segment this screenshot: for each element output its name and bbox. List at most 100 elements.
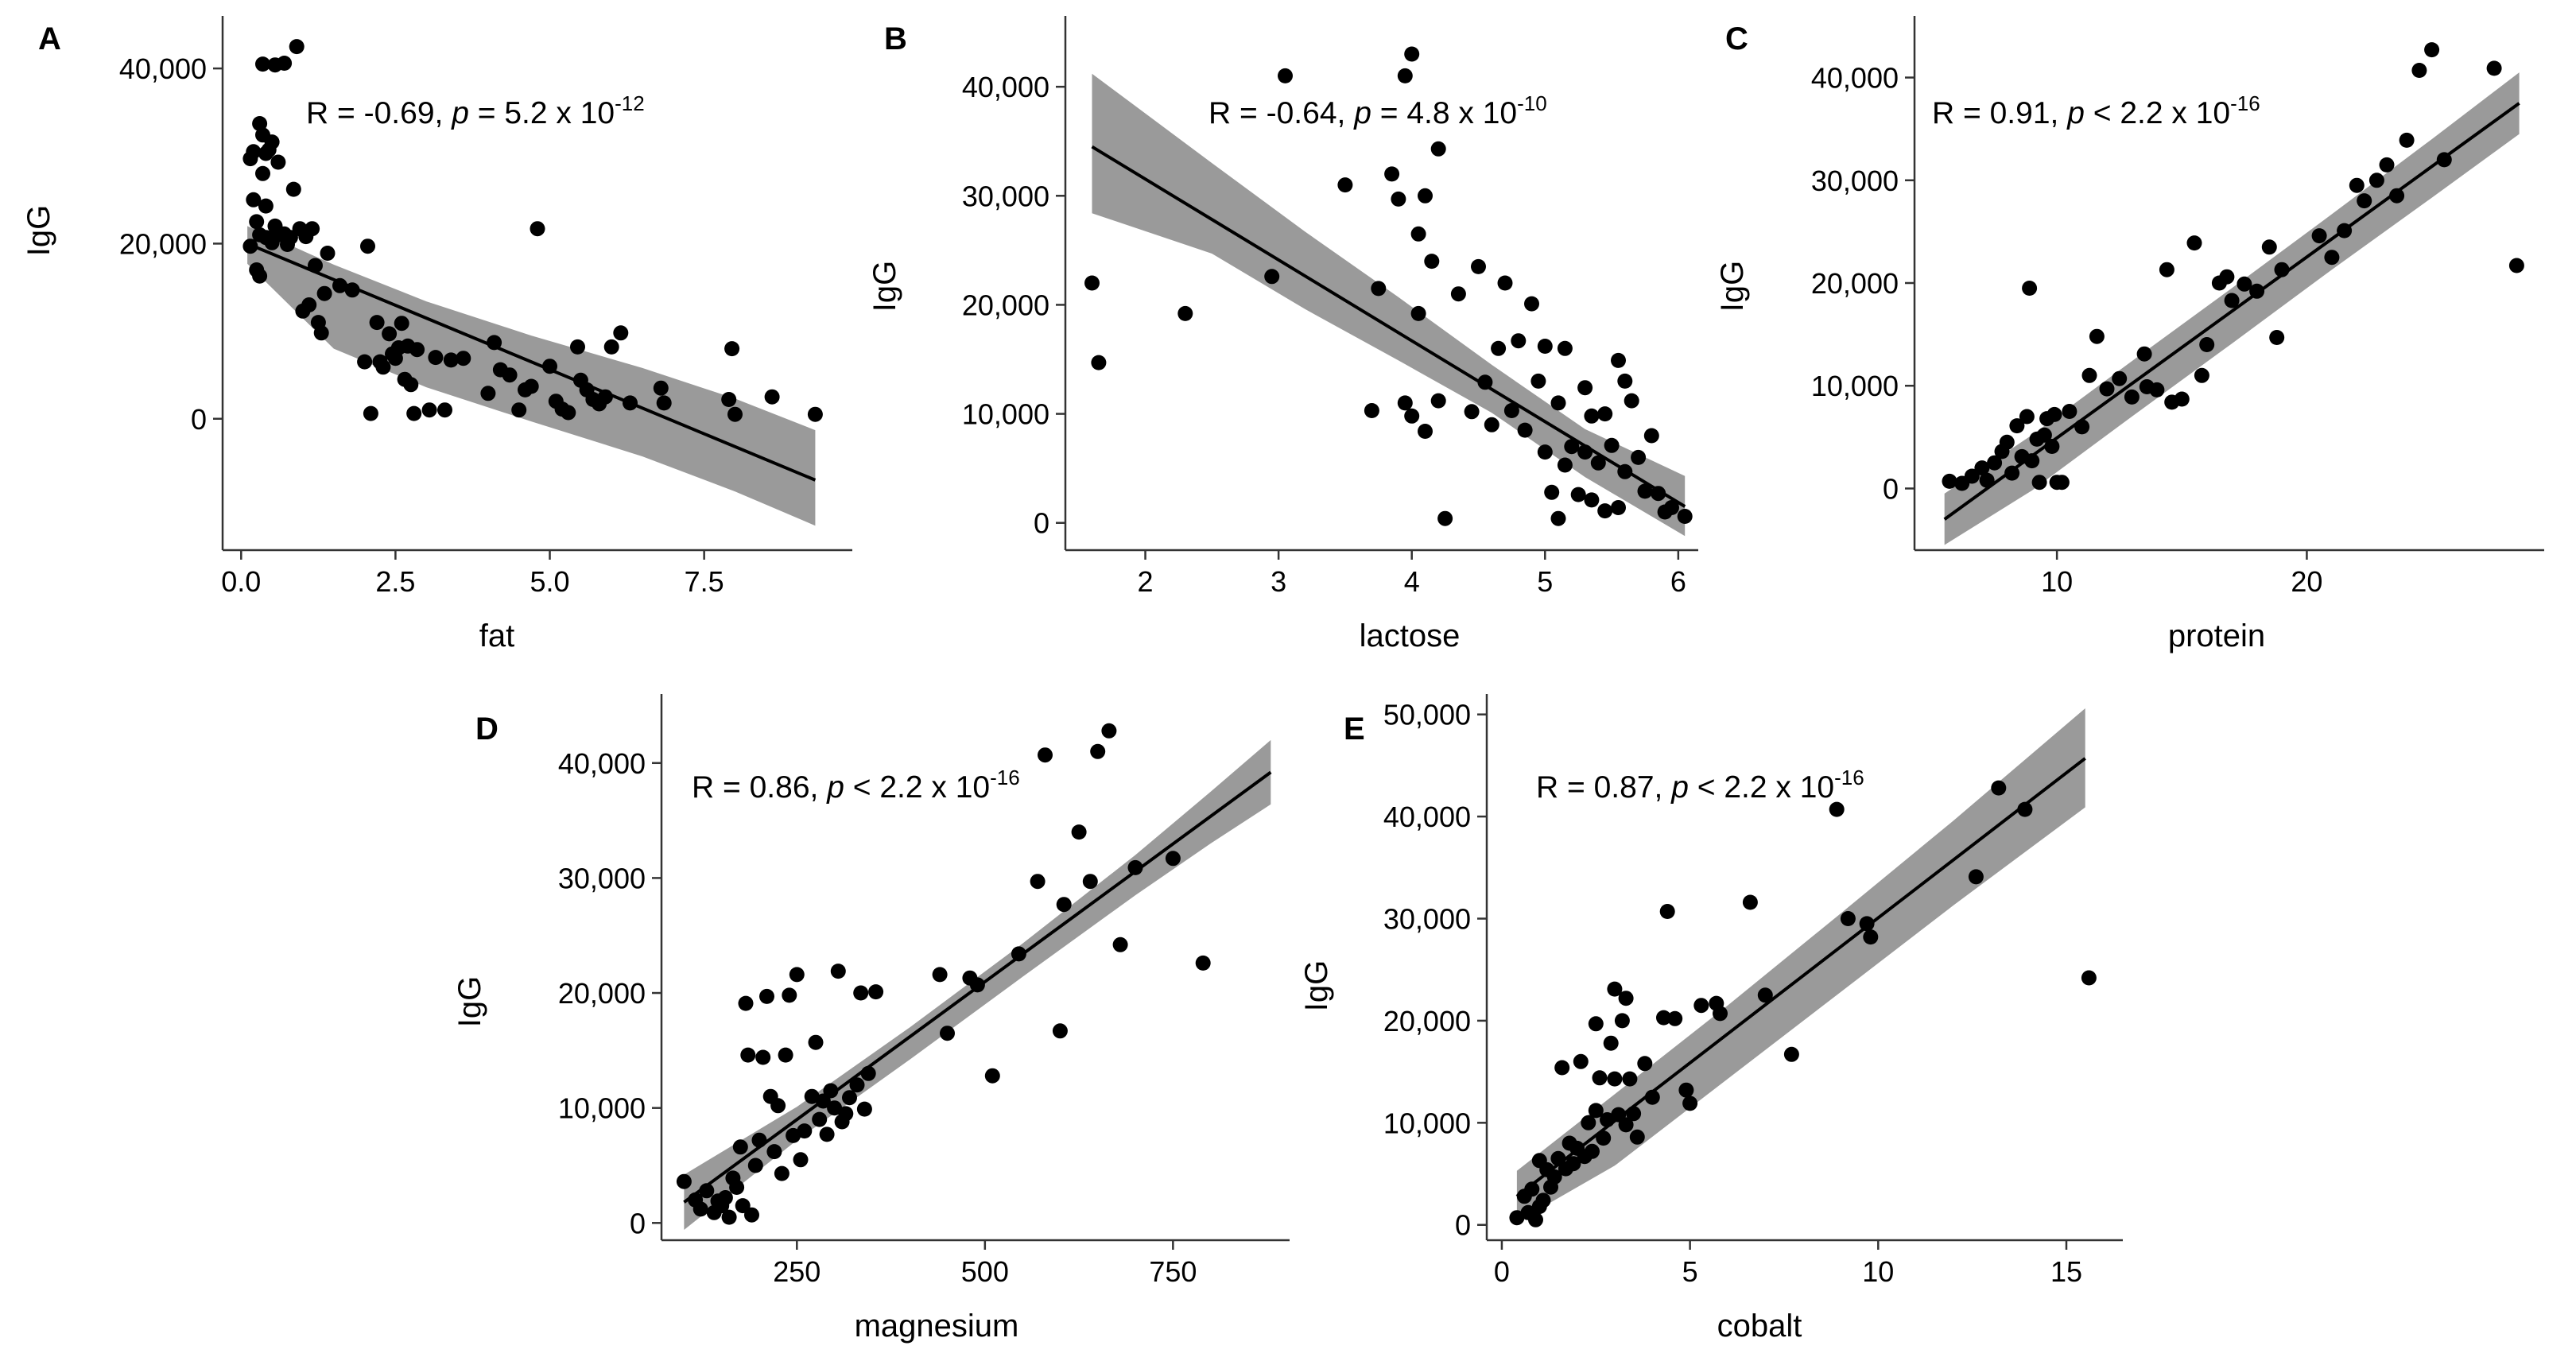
data-point: [984, 1068, 1000, 1084]
panel-label: B: [884, 21, 907, 56]
data-point: [766, 1144, 782, 1160]
data-point: [1101, 723, 1117, 739]
data-point: [252, 268, 268, 284]
annotation-p-symbol: p: [2066, 96, 2085, 130]
data-point: [523, 378, 539, 394]
data-point: [1278, 68, 1293, 83]
data-point: [375, 359, 391, 375]
data-point: [1410, 305, 1426, 321]
data-point: [2269, 330, 2285, 345]
data-point: [316, 285, 332, 301]
y-tick-label: 10,000: [1811, 370, 1899, 402]
data-point: [656, 395, 672, 411]
regression-line: [1515, 757, 2086, 1198]
x-tick-label: 20: [2291, 565, 2322, 598]
data-point: [1600, 1112, 1615, 1127]
data-point: [2022, 281, 2038, 296]
data-point: [2368, 173, 2384, 188]
data-point: [382, 326, 398, 342]
data-point: [830, 964, 846, 979]
data-point: [2311, 228, 2327, 244]
x-tick-label: 10: [1862, 1255, 1894, 1288]
data-point: [1607, 1071, 1623, 1087]
x-tick-label: 4: [1404, 565, 1420, 598]
data-point: [2054, 475, 2070, 491]
data-point: [1430, 141, 1446, 157]
data-point: [1617, 463, 1633, 479]
data-point: [320, 246, 336, 261]
data-point: [369, 315, 385, 331]
data-point: [255, 56, 270, 72]
data-point: [363, 405, 378, 421]
data-point: [289, 39, 305, 55]
y-axis-title: IgG: [1299, 960, 1334, 1011]
data-point: [868, 984, 884, 1000]
plot-area: [1942, 42, 2524, 545]
data-point: [1577, 444, 1593, 460]
data-point: [1535, 1192, 1551, 1208]
data-point: [1614, 1013, 1630, 1029]
data-point: [721, 1209, 737, 1225]
data-point: [406, 405, 422, 421]
data-point: [1693, 998, 1709, 1014]
data-point: [1631, 449, 1647, 465]
data-point: [1491, 340, 1507, 356]
x-tick-label: 250: [773, 1255, 821, 1288]
data-point: [2261, 239, 2277, 255]
correlation-annotation: R = -0.64, p = 4.8 x 10-10: [1208, 91, 1547, 130]
correlation-annotation: R = 0.91, p < 2.2 x 10-16: [1932, 91, 2260, 130]
data-point: [502, 367, 518, 383]
data-point: [242, 238, 258, 254]
data-point: [1550, 510, 1566, 526]
data-point: [1404, 46, 1420, 62]
data-point: [277, 56, 293, 71]
data-point: [252, 116, 268, 131]
x-tick-label: 0: [1494, 1255, 1510, 1288]
data-point: [1524, 1181, 1540, 1197]
annotation-p-value: = 4.8 x 10: [1371, 96, 1517, 130]
data-point: [530, 221, 545, 237]
x-tick-label: 2.5: [375, 565, 415, 598]
data-point: [1629, 1129, 1645, 1145]
annotation-r: R = -0.69,: [306, 96, 452, 130]
annotation-p-symbol: p: [1670, 770, 1689, 805]
correlation-annotation: R = 0.86, p < 2.2 x 10-16: [692, 766, 1020, 805]
data-point: [2379, 157, 2395, 173]
data-point: [853, 985, 869, 1001]
data-point: [849, 1077, 865, 1093]
confidence-band: [247, 226, 816, 526]
data-point: [2074, 419, 2090, 435]
data-point: [1430, 393, 1446, 409]
data-point: [249, 214, 265, 230]
y-tick-label: 0: [1034, 507, 1049, 540]
data-point: [2508, 258, 2524, 273]
data-point: [1090, 743, 1106, 759]
data-point: [1371, 281, 1387, 297]
y-tick-label: 30,000: [962, 180, 1049, 212]
data-point: [1757, 987, 1773, 1003]
data-point: [721, 392, 737, 407]
data-point: [1682, 1095, 1698, 1111]
x-tick-label: 750: [1149, 1255, 1197, 1288]
annotation-exponent: -10: [1517, 91, 1547, 115]
data-point: [1667, 1010, 1683, 1026]
data-point: [1404, 408, 1420, 424]
panel-e: 0 10,000 20,000 30,000 40,000 50,000 0 5 10 15 Eco…: [1299, 694, 2123, 1344]
panel-label: A: [38, 21, 61, 56]
data-point: [774, 1165, 789, 1181]
x-tick-label: 5: [1537, 565, 1553, 598]
data-point: [2036, 427, 2052, 443]
data-point: [1597, 503, 1613, 519]
data-point: [2411, 63, 2427, 78]
data-point: [819, 1127, 835, 1142]
annotation-exponent: -16: [2230, 91, 2260, 115]
data-point: [1622, 1071, 1638, 1087]
data-point: [789, 967, 805, 983]
data-point: [1585, 1143, 1600, 1159]
data-point: [409, 342, 425, 358]
data-point: [1624, 393, 1639, 409]
data-point: [2031, 475, 2047, 491]
data-point: [1477, 374, 1493, 390]
data-point: [357, 354, 373, 370]
